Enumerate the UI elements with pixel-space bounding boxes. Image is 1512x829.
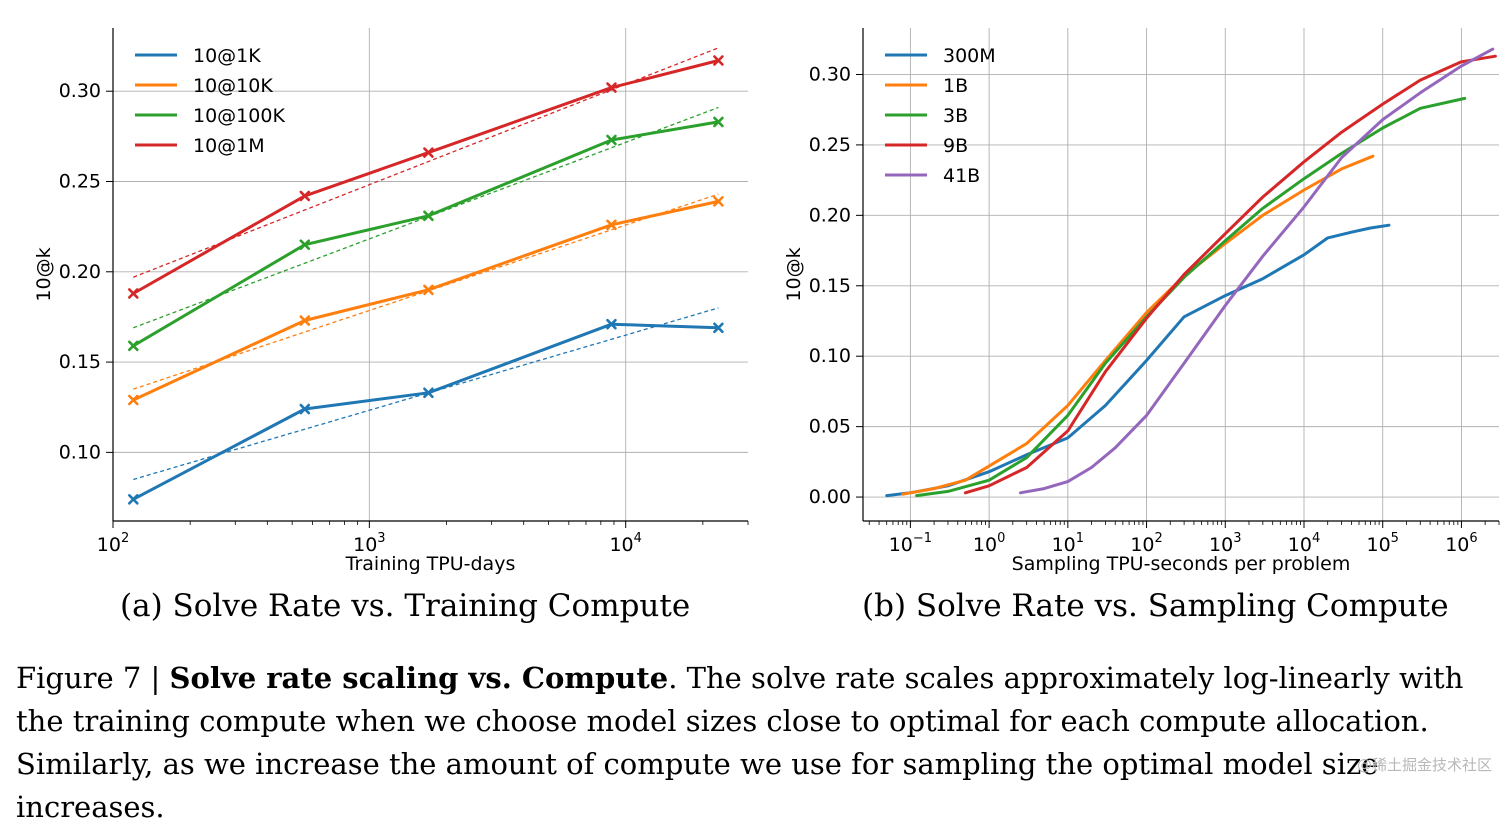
chart0-marker-0-2 [423, 387, 434, 399]
chart1-x-tick-label-2: 101 [1052, 531, 1084, 556]
chart1-series-line-1 [901, 154, 1375, 496]
chart0-grid [112, 28, 748, 521]
chart0-marker-3-0 [127, 288, 139, 299]
chart0-marker-3-3 [606, 82, 617, 93]
chart0-y-axis-label: 10@k [33, 247, 55, 301]
chart-b: 10−1 100 101 102 103 104 105 106 0.00 0.05 0.10 0.1… [783, 28, 1500, 575]
chart0-legend: 10@1K 10@10K 10@100K 10@1M [135, 45, 285, 157]
caption-a: (a) Solve Rate vs. Training Compute [120, 588, 691, 624]
chart1-series-2 [915, 96, 1467, 498]
chart0-legend-label-2: 10@100K [193, 105, 285, 127]
chart1-x-tick-label-4: 103 [1209, 531, 1241, 556]
chart1-x-tick-label-1: 100 [973, 531, 1005, 556]
chart0-legend-label-1: 10@10K [193, 75, 273, 97]
chart0-series-0 [127, 307, 724, 505]
chart1-y-tick-label-3: 0.15 [809, 275, 851, 297]
chart1-series-line-3 [963, 54, 1497, 495]
chart1-x-tick-label-6: 105 [1366, 531, 1398, 556]
chart0-marker-1-3 [606, 219, 617, 231]
chart0-x-tick-label-2: 104 [609, 531, 641, 556]
chart1-legend-label-0: 300M [943, 45, 996, 67]
chart1-y-tick-label-1: 0.05 [809, 416, 851, 438]
figure-caption-rest: . The solve rate scales approximately lo… [16, 661, 1464, 824]
chart1-series-line-0 [885, 223, 1391, 498]
figure-caption-prefix: Figure 7 | [16, 661, 170, 695]
chart0-x-tick-label-0: 102 [97, 531, 129, 556]
chart0-x-tick-label-1: 103 [353, 531, 385, 556]
chart1-legend-label-1: 1B [943, 75, 968, 97]
chart-a: 102 103 104 0.10 0.15 0.20 0.25 0.30 Training TP… [33, 28, 749, 575]
chart0-marker-0-1 [299, 403, 311, 415]
chart0-x-axis-label: Training TPU-days [345, 553, 516, 575]
chart0-y-tick-label-3: 0.25 [59, 170, 101, 192]
chart1-y-tick-label-4: 0.20 [809, 204, 851, 226]
chart0-y-tick-label-2: 0.20 [59, 261, 101, 283]
chart0-series-2 [127, 106, 724, 352]
chart1-y-tick-label-6: 0.30 [809, 63, 851, 85]
chart0-marker-2-1 [299, 239, 311, 251]
chart1-series-line-2 [915, 96, 1467, 498]
chart1-series-line-4 [1018, 47, 1495, 495]
chart1-x-tick-label-0: 10−1 [889, 531, 932, 556]
chart1-series-3 [963, 54, 1497, 495]
chart0-marker-3-2 [423, 147, 434, 158]
caption-b: (b) Solve Rate vs. Sampling Compute [862, 588, 1449, 624]
chart0-series-1 [127, 193, 724, 406]
chart1-series-0 [885, 223, 1391, 498]
watermark: @稀土掘金技术社区 [1356, 756, 1492, 774]
chart1-y-tick-label-0: 0.00 [809, 486, 851, 508]
chart0-marker-2-0 [127, 340, 139, 352]
chart1-grid [863, 28, 1499, 521]
chart1-y-axis-label: 10@k [783, 247, 805, 301]
chart1-x-axis-label: Sampling TPU-seconds per problem [1012, 553, 1351, 575]
chart1-series-1 [901, 154, 1375, 496]
chart0-y-tick-label-0: 0.10 [59, 441, 101, 463]
chart0-marker-3-1 [299, 190, 311, 202]
chart1-legend-label-4: 41B [943, 165, 980, 187]
chart0-marker-2-4 [713, 116, 724, 128]
chart0-marker-1-1 [299, 315, 311, 326]
chart1-x-tick-label-7: 106 [1445, 531, 1477, 556]
chart0-legend-label-3: 10@1M [193, 135, 265, 157]
chart0-marker-1-0 [127, 394, 139, 406]
chart1-y-tick-label-5: 0.25 [809, 134, 851, 156]
chart0-fit-line-2 [133, 106, 719, 329]
chart0-marker-0-4 [713, 322, 724, 334]
chart0-marker-3-4 [713, 55, 724, 66]
chart0-series-line-1 [131, 199, 720, 402]
chart0-y-tick-label-4: 0.30 [59, 80, 101, 102]
chart0-marker-1-4 [713, 196, 724, 207]
chart0-marker-2-3 [606, 134, 617, 146]
chart1-legend: 300M 1B 3B 9B 41B [885, 45, 996, 187]
chart1-legend-label-2: 3B [943, 105, 968, 127]
chart1-y-tick-label-2: 0.10 [809, 345, 851, 367]
chart1-series-4 [1018, 47, 1495, 495]
chart1-x-tick-label-3: 102 [1130, 531, 1162, 556]
chart0-legend-label-0: 10@1K [193, 45, 261, 67]
chart1-legend-label-3: 9B [943, 135, 968, 157]
chart0-marker-2-2 [423, 210, 434, 222]
figure-caption: Figure 7 | Solve rate scaling vs. Comput… [16, 657, 1506, 829]
chart0-series-3 [127, 47, 724, 299]
figure-caption-bold: Solve rate scaling vs. Compute [169, 661, 669, 695]
chart0-series-line-0 [131, 322, 720, 501]
chart0-y-tick-label-1: 0.15 [59, 351, 101, 373]
chart0-marker-0-0 [127, 494, 139, 505]
chart1-x-tick-label-5: 104 [1288, 531, 1320, 556]
chart0-marker-1-2 [423, 284, 434, 296]
chart0-marker-0-3 [606, 318, 617, 330]
